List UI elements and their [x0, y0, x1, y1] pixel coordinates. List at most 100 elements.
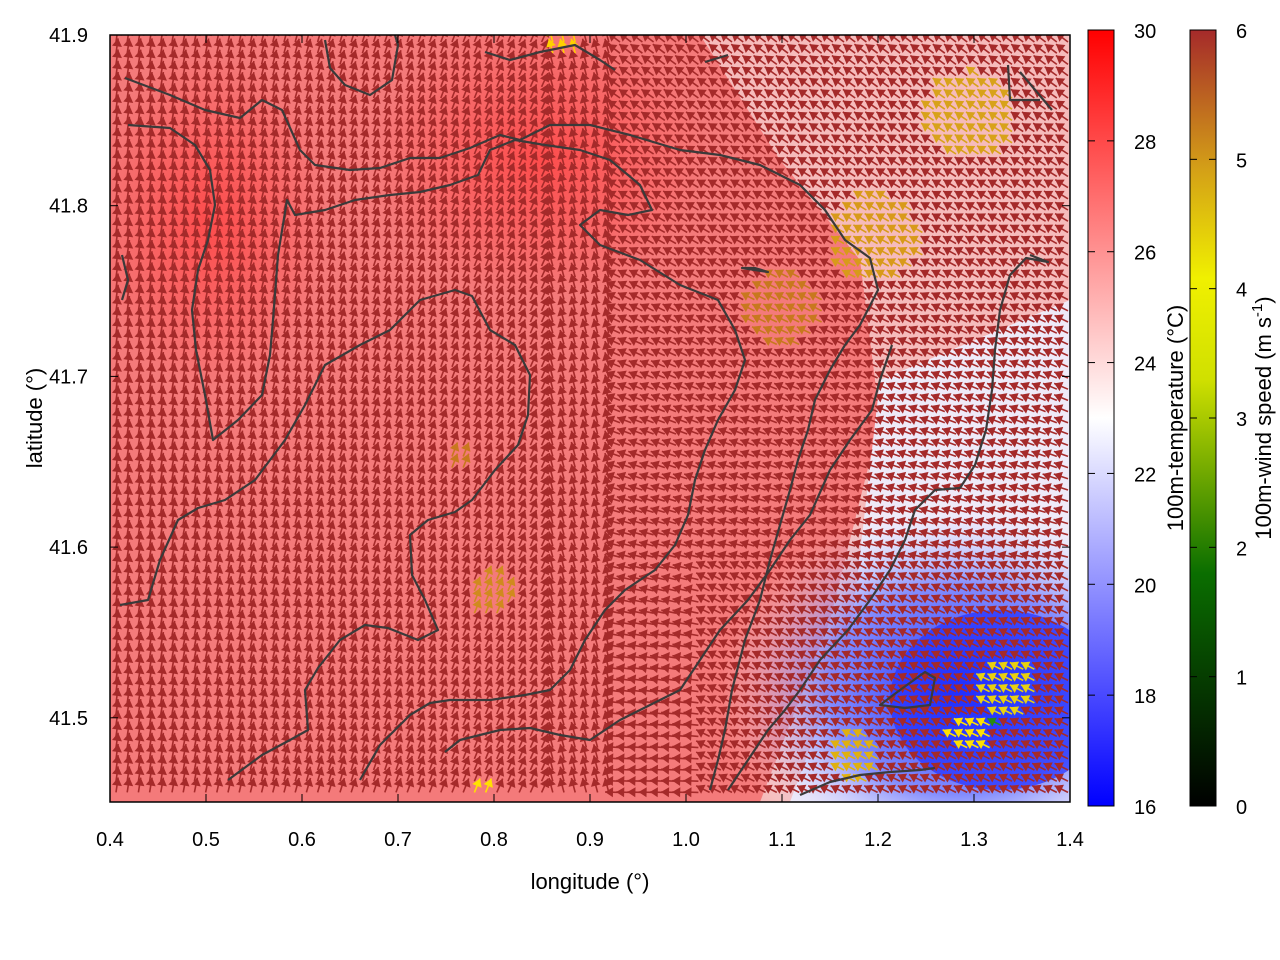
wind-vector-head — [1056, 35, 1065, 42]
wind-vector-head — [865, 111, 875, 121]
wind-vector-head — [326, 83, 336, 93]
wind-vector-head — [764, 123, 774, 132]
wind-vector-head — [820, 66, 831, 76]
wind-vector-head — [887, 134, 897, 144]
wind-vector-head — [314, 94, 325, 104]
wind-vector-head — [292, 61, 302, 71]
wind-vector-head — [943, 66, 954, 76]
wind-vector-head — [954, 89, 965, 99]
wind-vector-head — [663, 55, 674, 65]
wind-vector-head — [190, 105, 201, 115]
wind-vector-head — [842, 89, 853, 99]
wind-vector-head — [348, 117, 359, 127]
wind-vector-head — [280, 38, 291, 48]
wind-vector-head — [179, 105, 190, 115]
wind-vector-head — [618, 123, 629, 132]
wind-vector-head — [292, 38, 302, 48]
wind-vector-head — [303, 38, 314, 48]
wind-vector-head — [337, 50, 347, 60]
wind-vector-head — [190, 38, 201, 48]
wind-vector-head — [1022, 78, 1032, 87]
wind-vector-head — [168, 38, 179, 48]
wind-vector — [606, 35, 610, 43]
wind-vector-head — [629, 123, 640, 132]
wind-vector-head — [247, 105, 257, 115]
wind-vector-head — [932, 123, 942, 132]
wind-vector-head — [202, 49, 212, 59]
wind-vector-head — [292, 117, 302, 127]
wind-vector-head — [809, 44, 820, 53]
wind-vector-head — [753, 55, 763, 65]
wind-vector-head — [730, 123, 741, 132]
wind-vector-head — [517, 84, 527, 94]
wind-vector-head — [977, 55, 987, 65]
wind-vector — [428, 35, 434, 43]
wind-vector-head — [557, 49, 568, 59]
wind-vector-head — [438, 106, 448, 116]
wind-vector-head — [641, 44, 652, 53]
wind-vector-head — [911, 35, 919, 42]
wind-vector-head — [461, 106, 471, 116]
wind-vector-head — [416, 72, 426, 82]
wind-vector-head — [168, 72, 179, 81]
wind-vector-head — [921, 123, 931, 132]
wind-vector-head — [235, 83, 246, 93]
wind-vector-head — [697, 123, 707, 132]
wind-vector-head — [786, 134, 797, 144]
wind-vector-head — [809, 134, 819, 144]
wind-vector-head — [190, 49, 201, 59]
wind-vector-head — [1045, 35, 1054, 42]
wind-vector-head — [663, 89, 674, 99]
wind-vector-head — [145, 116, 156, 126]
wind-vector-head — [404, 117, 415, 127]
wind-vector-head — [988, 100, 998, 110]
wind-vector-head — [404, 50, 415, 60]
wind-vector-head — [438, 117, 448, 127]
wind-vector-head — [590, 38, 601, 48]
wind-vector-head — [1055, 111, 1066, 121]
wind-vector-head — [303, 128, 314, 138]
wind-vector-head — [337, 94, 347, 104]
wind-vector-head — [1010, 89, 1021, 99]
wind-vector-head — [579, 128, 590, 138]
wind-vector-head — [292, 128, 302, 138]
wind-vector-head — [494, 117, 505, 128]
wind-vector-head — [652, 100, 662, 110]
wind-vector-head — [314, 128, 325, 138]
wind-vector-head — [517, 129, 527, 139]
wind-vector-head — [820, 44, 831, 53]
wind-vector-head — [708, 123, 718, 132]
wind-vector-head — [664, 44, 674, 53]
wind-vector-head — [786, 89, 797, 99]
wind-vector-head — [404, 128, 415, 138]
wind-vector-head — [179, 83, 190, 93]
wind-vector-head — [798, 55, 808, 65]
wind-vector-head — [472, 128, 482, 139]
wind-vector-head — [404, 83, 415, 94]
wind-vector-head — [506, 73, 516, 83]
wind-vector-head — [568, 83, 579, 93]
wind-vector-head — [630, 66, 640, 76]
wind-vector-head — [393, 117, 404, 127]
wind-vector-head — [764, 89, 774, 99]
wind-vector-head — [809, 111, 819, 121]
wind-vector-head — [483, 39, 493, 49]
wind-vector-head — [157, 38, 167, 48]
wind-vector-head — [112, 71, 122, 81]
wind-vector-head — [732, 35, 740, 42]
wind-vector-head — [676, 35, 684, 42]
wind-vector-head — [910, 89, 920, 99]
wind-vector-head — [674, 123, 685, 132]
wind-vector-head — [719, 134, 729, 144]
wind-vector-head — [775, 89, 786, 99]
wind-vector-head — [382, 117, 392, 127]
wind-vector-head — [809, 78, 819, 87]
wind-vector-head — [630, 78, 640, 87]
wind-vector-head — [494, 61, 505, 72]
wind-vector-head — [1033, 100, 1043, 110]
wind-vector-head — [966, 66, 976, 76]
wind-vector-head — [590, 105, 601, 115]
wind-vector-head — [590, 83, 601, 93]
wind-vector-head — [809, 100, 819, 110]
wind-vector-head — [393, 72, 404, 82]
